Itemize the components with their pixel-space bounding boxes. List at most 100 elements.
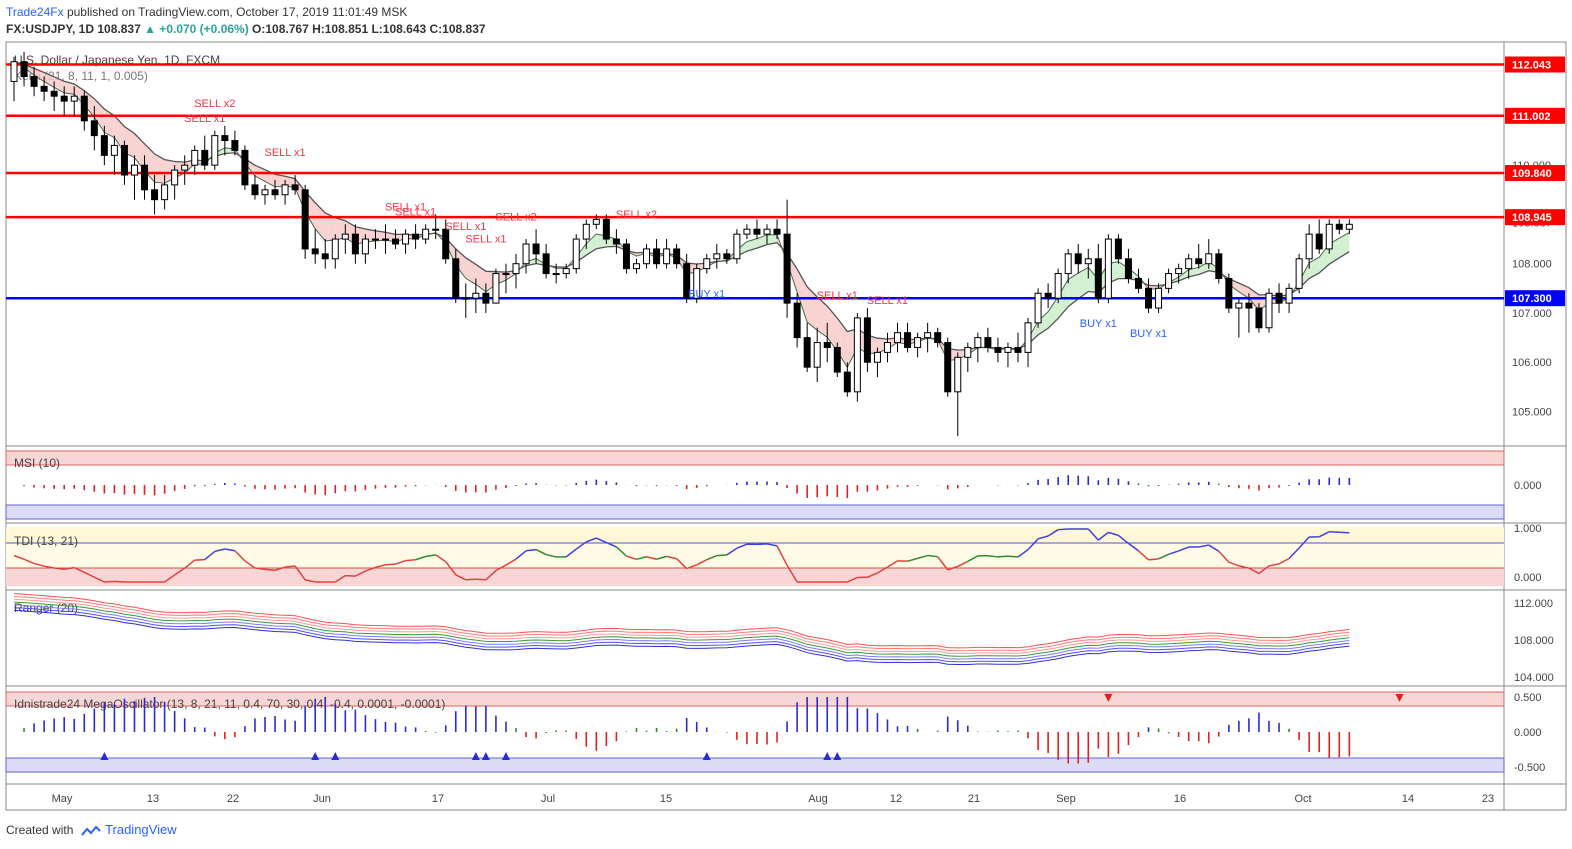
- tdi-line-segment: [274, 566, 286, 571]
- candle: [502, 263, 510, 294]
- candle-body: [1004, 346, 1012, 353]
- candle-body: [1114, 238, 1122, 260]
- tdi-line-segment: [345, 574, 356, 577]
- candle: [462, 283, 470, 318]
- candle: [261, 184, 269, 205]
- candle: [241, 145, 249, 190]
- candle-body: [974, 337, 982, 348]
- cloud-segment: [817, 296, 828, 338]
- candle-body: [582, 223, 590, 240]
- candle: [70, 86, 78, 116]
- created-with-text: Created with: [6, 823, 74, 837]
- tradingview-link[interactable]: TradingView: [105, 822, 177, 837]
- candle: [592, 214, 600, 230]
- mega-buy-triangle: [471, 752, 480, 760]
- candle: [361, 234, 369, 264]
- candle-body: [683, 263, 691, 299]
- candle: [643, 244, 651, 269]
- candle: [894, 322, 902, 353]
- candle: [1175, 263, 1183, 284]
- level-price-tag: [1505, 107, 1565, 124]
- candle: [1295, 253, 1303, 294]
- candle: [532, 229, 540, 264]
- candle-body: [1175, 268, 1183, 275]
- tdi-line-segment: [415, 555, 426, 561]
- candle-body: [1245, 302, 1253, 309]
- candle: [934, 327, 942, 348]
- mega-buy-triangle: [331, 752, 340, 760]
- candle: [120, 140, 128, 185]
- candle-body: [843, 371, 851, 393]
- candle-body: [141, 164, 149, 191]
- sell-signal-label: SELL x2: [616, 209, 657, 221]
- candle-body: [1044, 292, 1052, 299]
- tdi-line-segment: [93, 576, 105, 583]
- tdi-line-segment: [1087, 528, 1099, 541]
- candle-body: [321, 253, 329, 260]
- candle: [171, 165, 179, 200]
- price-tick-label: 105.000: [1512, 407, 1552, 419]
- level-price-tag: [1505, 165, 1565, 182]
- candle: [482, 283, 490, 313]
- candle-body: [632, 263, 640, 270]
- candle-body: [211, 135, 219, 166]
- tdi-line-segment: [54, 567, 65, 571]
- candle: [1054, 268, 1062, 304]
- tdi-line-segment: [736, 543, 748, 549]
- candle: [813, 327, 821, 382]
- tdi-tick-label: 1.000: [1514, 523, 1542, 535]
- sell-signal-label: SELL x1: [445, 221, 486, 233]
- tdi-line-segment: [73, 566, 85, 573]
- price-tick-label: 108.000: [1512, 259, 1552, 271]
- tdi-line-segment: [596, 537, 607, 544]
- mega-upper-band: [5, 691, 1505, 707]
- candle-body: [442, 228, 450, 260]
- tdi-line-segment: [355, 570, 366, 577]
- candle-body: [914, 337, 922, 348]
- candle-body: [693, 268, 701, 299]
- candle: [432, 214, 440, 240]
- candle: [281, 179, 289, 205]
- sell-signal-label: SELL x1: [465, 233, 506, 245]
- candle-body: [171, 169, 179, 186]
- candle-body: [562, 268, 570, 275]
- candle-body: [402, 233, 410, 245]
- candle: [30, 66, 38, 97]
- tdi-line-segment: [1117, 534, 1129, 545]
- candle-body: [70, 95, 78, 102]
- candle-body: [1325, 223, 1333, 250]
- sell-signal-label: SELL x1: [385, 201, 426, 213]
- mega-buy-triangle: [481, 752, 490, 760]
- candle-body: [783, 233, 791, 304]
- candle: [964, 342, 972, 373]
- tdi-line-segment: [615, 546, 627, 557]
- tdi-line-segment: [1017, 549, 1029, 558]
- x-tick-label: Aug: [808, 793, 828, 805]
- mega-buy-triangle: [702, 752, 711, 760]
- candle-body: [1185, 258, 1193, 270]
- candle-body: [1265, 292, 1273, 329]
- candle-body: [863, 317, 871, 363]
- tdi-line-segment: [1288, 547, 1300, 560]
- candle-body: [110, 144, 118, 156]
- level-price-label: 111.002: [1512, 111, 1551, 123]
- tdi-line-segment: [465, 578, 476, 581]
- candle: [191, 145, 199, 176]
- candle: [231, 130, 239, 156]
- x-tick-label: 13: [147, 793, 159, 805]
- publisher-name[interactable]: Trade24Fx: [6, 5, 64, 19]
- tdi-line-segment: [1097, 531, 1109, 541]
- candle: [60, 86, 68, 116]
- candle-body: [552, 273, 560, 276]
- ranger-band-line: [13, 607, 1350, 663]
- candle: [673, 244, 681, 269]
- candle-body: [271, 189, 279, 196]
- candle: [612, 229, 620, 254]
- msi-upper-band: [5, 450, 1505, 466]
- candle: [904, 322, 912, 353]
- x-tick-label: Oct: [1294, 793, 1311, 805]
- candle: [201, 135, 209, 171]
- tdi-line-segment: [967, 555, 979, 563]
- candle: [873, 347, 881, 378]
